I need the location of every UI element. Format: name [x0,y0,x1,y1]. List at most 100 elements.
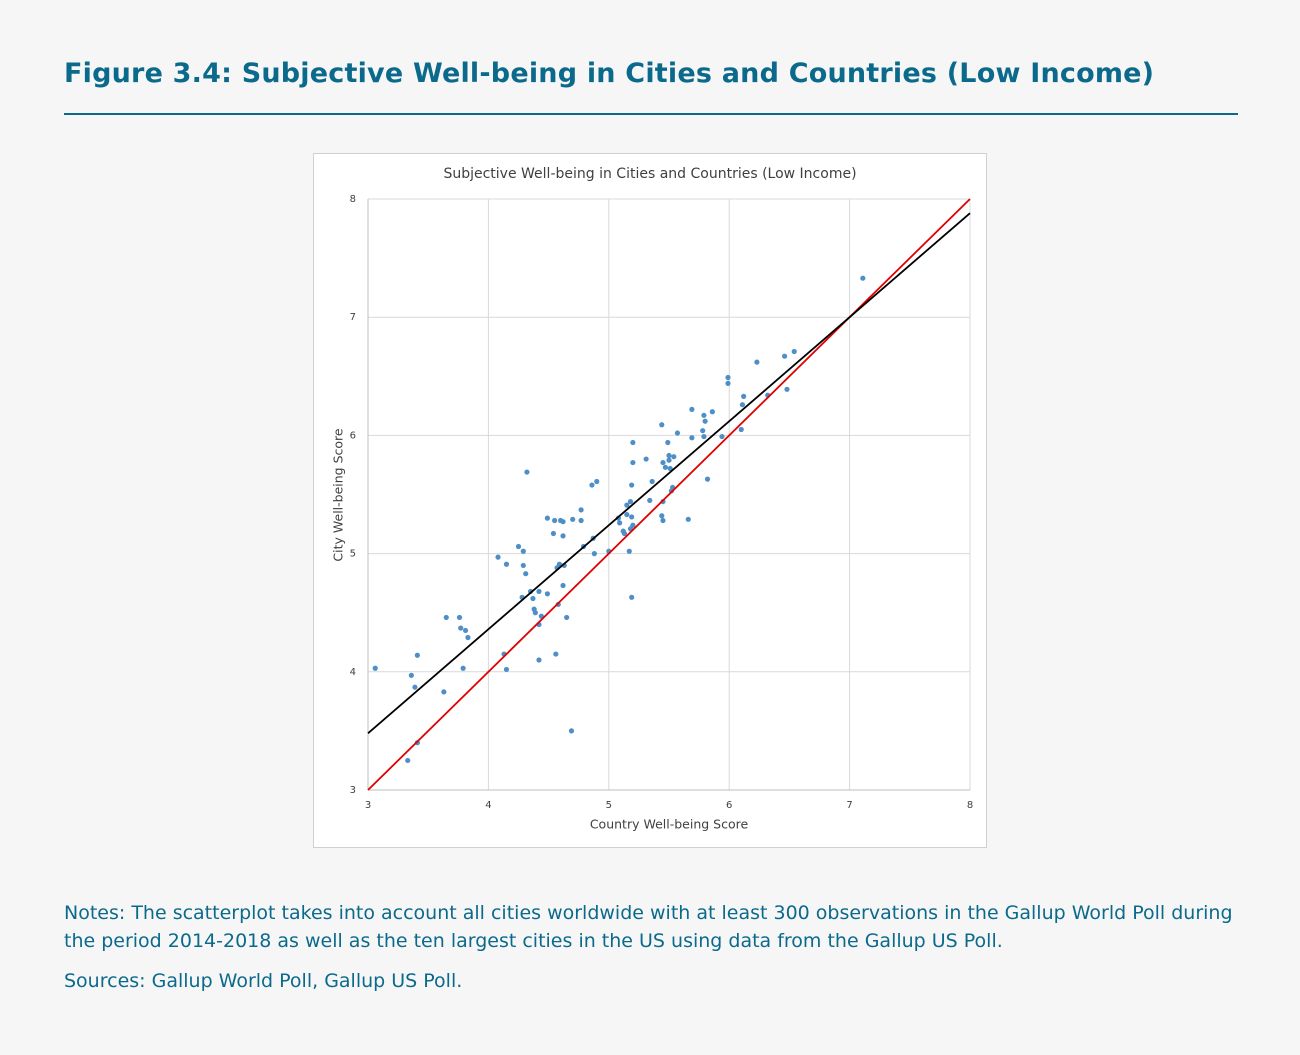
point [536,657,542,663]
point [556,561,563,567]
point [860,275,866,281]
point [647,497,653,504]
reference-line [367,212,971,734]
point [630,522,636,528]
title-rule [64,113,1238,115]
point [530,595,536,602]
point [660,517,666,524]
point [550,530,557,537]
point [624,502,630,508]
point [689,435,695,441]
point [405,757,411,764]
point [560,533,566,539]
y-tick-label: 8 [350,194,356,205]
point [741,393,747,399]
chart-frame: Subjective Well-being in Cities and Coun… [313,153,987,848]
point [589,482,595,488]
point [784,386,790,392]
point [578,507,584,513]
point [617,520,623,526]
point [568,728,575,734]
point [560,582,566,589]
point [709,409,715,415]
figure-title: Figure 3.4: Subjective Well-being in Cit… [64,58,1155,89]
reference-line [367,198,971,791]
point [660,459,666,466]
point [791,348,797,355]
point [520,562,526,569]
point [689,406,695,412]
chart: Subjective Well-being in Cities and Coun… [331,166,974,832]
point [629,482,635,488]
point [671,454,677,460]
y-tick-label: 6 [350,430,356,441]
point [702,418,708,424]
point [659,513,665,519]
point [520,548,526,554]
point [441,689,447,695]
point [725,374,731,381]
point [685,516,691,522]
point [666,457,672,463]
point [591,551,597,557]
point [781,353,788,359]
point [523,571,529,577]
point [544,591,550,597]
point [524,469,530,475]
point [594,478,600,485]
point [465,634,471,641]
y-tick-label: 3 [350,785,356,796]
point [662,464,668,470]
point [570,516,576,522]
point [624,511,630,518]
point [495,554,501,560]
point [725,380,731,386]
point [630,459,636,466]
point [666,452,672,459]
point [462,627,469,634]
point [412,684,418,690]
point [626,548,632,554]
point [701,412,707,418]
point [552,517,558,524]
point [700,428,706,434]
x-tick-label: 8 [967,800,973,811]
point [659,422,665,428]
point [667,465,673,472]
point [629,514,635,520]
point [532,610,538,616]
point [560,519,566,525]
point [443,614,449,621]
point [578,517,584,524]
x-tick-label: 3 [365,800,371,811]
point [701,433,707,440]
notes: Notes: The scatterplot takes into accoun… [64,902,1233,952]
chart-title: Subjective Well-being in Cities and Coun… [443,166,856,182]
point [456,614,463,621]
point [665,439,671,446]
point [553,651,559,657]
point [629,594,635,600]
sources: Sources: Gallup World Poll, Gallup US Po… [64,970,463,992]
x-axis-label: Country Well-being Score [590,817,749,832]
point [544,515,550,521]
y-axis-label: City Well-being Score [331,428,346,561]
point [503,666,510,673]
point [630,439,636,446]
point [408,672,414,678]
point [643,456,649,462]
x-tick-label: 4 [485,800,491,811]
point [704,476,711,482]
point [738,426,744,433]
point [564,614,570,621]
point [674,430,681,436]
point [458,625,464,631]
point [627,498,634,505]
point [372,665,378,671]
point [719,433,725,440]
point [515,543,522,550]
point [649,478,655,485]
x-tick-label: 6 [726,800,732,811]
x-tick-label: 7 [846,800,852,811]
